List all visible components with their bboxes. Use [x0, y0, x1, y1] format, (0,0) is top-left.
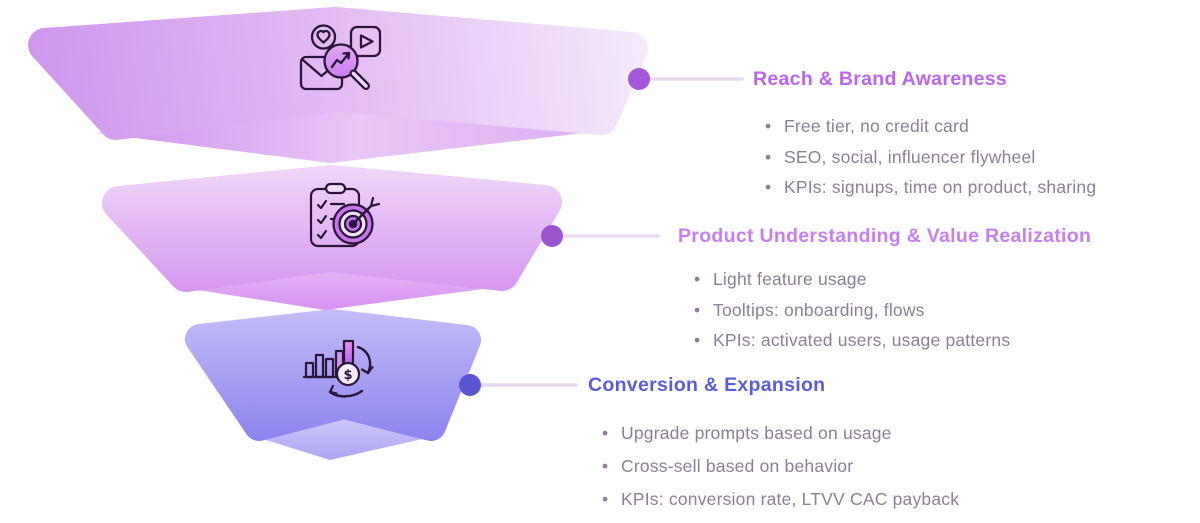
connector-reach — [628, 68, 744, 90]
bullet-text: KPIs: activated users, usage patterns — [713, 330, 1011, 350]
bullet-item: Free tier, no credit card — [765, 111, 1096, 142]
tier-label-understanding: Product Understanding & Value Realizatio… — [678, 224, 1091, 248]
connector-understanding — [541, 225, 660, 247]
bar-icon — [314, 353, 325, 379]
revenue-growth-icon: $ — [302, 339, 374, 398]
connector-dot — [628, 68, 650, 90]
bullet-item: Light feature usage — [694, 264, 1010, 295]
svg-text:$: $ — [343, 368, 352, 383]
dollar-coin-icon — [335, 361, 361, 387]
tier-bullets-conversion: Upgrade prompts based on usage Cross-sel… — [602, 417, 959, 516]
bar-icon — [304, 361, 315, 379]
bullet-item: SEO, social, influencer flywheel — [765, 142, 1096, 173]
tier-title-reach: Reach & Brand Awareness — [753, 68, 1008, 90]
bullet-item: Upgrade prompts based on usage — [602, 417, 959, 450]
bullet-item: KPIs: activated users, usage patterns — [694, 325, 1010, 356]
social-search-icon — [299, 24, 382, 91]
bar-icon — [324, 357, 335, 379]
connector-dot — [541, 225, 563, 247]
bullet-item: KPIs: signups, time on product, sharing — [765, 172, 1096, 203]
tier-bullets-reach: Free tier, no credit card SEO, social, i… — [765, 111, 1096, 203]
bullet-item: Cross-sell based on behavior — [602, 450, 959, 483]
heart-badge-icon — [310, 24, 337, 50]
bullet-item: KPIs: conversion rate, LTVV CAC payback — [602, 483, 959, 516]
bullet-text: Upgrade prompts based on usage — [621, 423, 892, 443]
bullet-text: SEO, social, influencer flywheel — [784, 146, 1036, 167]
tier-title-understanding: Product Understanding & Value Realizatio… — [678, 225, 1092, 247]
play-badge-icon — [349, 25, 382, 58]
bullet-item: Tooltips: onboarding, flows — [694, 295, 1010, 326]
connector-dot — [459, 374, 481, 396]
tier-bullets-understanding: Light feature usage Tooltips: onboarding… — [694, 264, 1010, 356]
bullet-text: KPIs: signups, time on product, sharing — [784, 177, 1097, 197]
tier-title-conversion: Conversion & Expansion — [588, 374, 826, 396]
connector-conversion — [459, 374, 578, 396]
dart-icon — [354, 204, 373, 223]
bullet-text: Tooltips: onboarding, flows — [713, 299, 925, 320]
tier-label-reach: Reach & Brand Awareness — [753, 67, 1007, 91]
bullet-text: KPIs: conversion rate, LTVV CAC payback — [621, 489, 960, 509]
bullet-text: Cross-sell based on behavior — [621, 456, 854, 476]
tier-label-conversion: Conversion & Expansion — [588, 373, 825, 397]
funnel-tier-understanding-shape — [102, 165, 562, 292]
bullet-text: Free tier, no credit card — [784, 116, 969, 136]
clipboard-target-icon — [309, 182, 381, 248]
bullet-text: Light feature usage — [713, 269, 867, 289]
